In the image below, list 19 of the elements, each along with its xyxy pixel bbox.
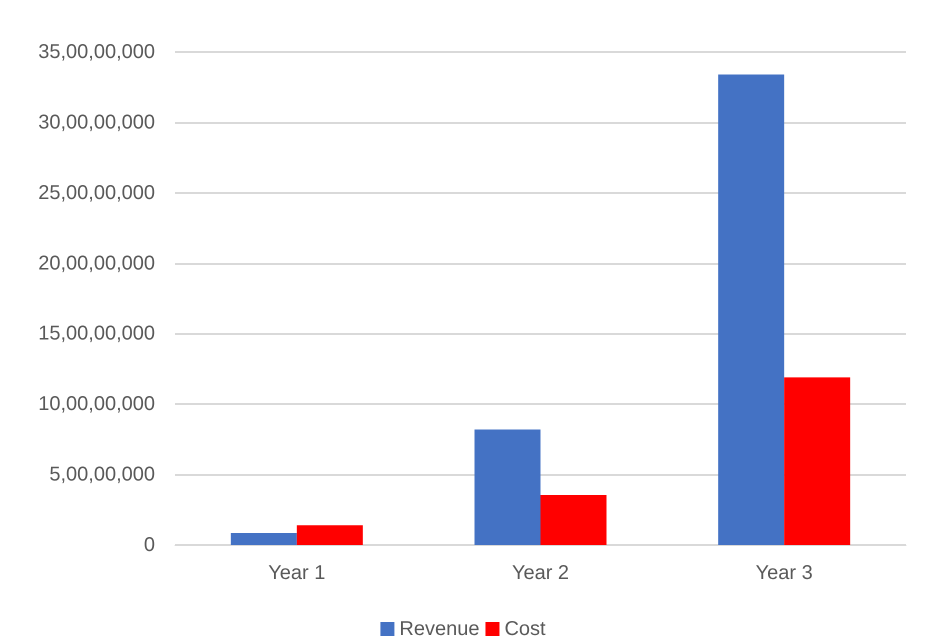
bar xyxy=(718,74,784,545)
bar xyxy=(474,429,540,545)
y-tick-label: 10,00,00,000 xyxy=(38,393,155,416)
y-tick-label: 5,00,00,000 xyxy=(49,464,155,486)
x-tick-label: Year 3 xyxy=(756,562,813,584)
bar xyxy=(540,494,606,545)
y-tick-label: 15,00,00,000 xyxy=(38,322,155,345)
legend-label: Revenue xyxy=(399,618,480,640)
y-tick-label: 25,00,00,000 xyxy=(38,182,155,204)
y-tick-label: 35,00,00,000 xyxy=(38,41,155,63)
bar xyxy=(230,533,297,545)
x-tick-label: Year 1 xyxy=(268,562,326,584)
bar xyxy=(296,525,363,545)
y-tick-label: 30,00,00,000 xyxy=(38,111,155,134)
y-tick-label: 20,00,00,000 xyxy=(38,252,155,274)
bar xyxy=(784,377,850,545)
y-tick-label: 0 xyxy=(144,534,155,556)
legend-label: Cost xyxy=(504,618,546,640)
x-tick-label: Year 2 xyxy=(512,562,570,584)
